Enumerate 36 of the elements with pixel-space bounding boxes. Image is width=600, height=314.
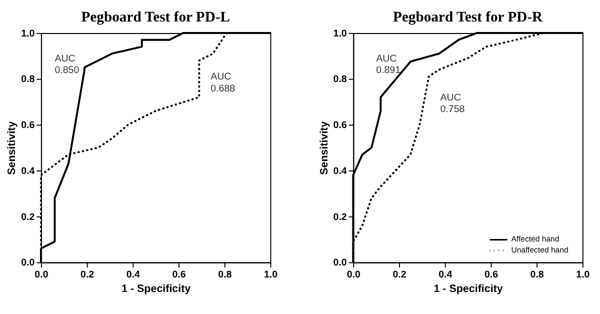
y-tick-label: 1.0	[333, 28, 348, 40]
legend-label: Affected hand	[511, 234, 560, 244]
chart-title: Pegboard Test for PD-L	[81, 9, 230, 26]
y-tick-label: 0.6	[21, 120, 36, 132]
legend-label: Unaffected hand	[511, 245, 568, 254]
x-tick-label: 0.2	[80, 269, 95, 280]
y-tick-label: 0.2	[21, 212, 36, 223]
x-axis-title: 1 - Specificity	[434, 282, 503, 295]
y-tick-label: 0.4	[21, 166, 36, 177]
y-tick-label: 0.8	[21, 74, 36, 86]
y-tick-label: 1.0	[21, 28, 36, 40]
x-tick-label: 0.6	[172, 269, 186, 280]
annotation: AUC 0.758	[440, 92, 465, 116]
x-tick-label: 0.8	[530, 269, 544, 280]
y-tick-label: 0.8	[333, 74, 348, 86]
y-axis-title: Sensitivity	[6, 121, 18, 175]
x-tick-label: 0.4	[438, 269, 453, 280]
y-tick-label: 0.0	[333, 258, 348, 269]
x-tick-label: 0.6	[484, 269, 499, 280]
x-tick-label: 0.4	[126, 269, 141, 280]
x-tick-label: 0.0	[34, 269, 49, 280]
y-axis-title: Sensitivity	[318, 121, 330, 175]
annotation: AUC 0.688	[210, 72, 236, 94]
x-axis-title: 1 - Specificity	[122, 282, 191, 295]
annotation: AUC 0.850	[54, 53, 80, 76]
y-tick-label: 0.0	[21, 258, 36, 269]
x-tick-label: 0.8	[218, 269, 232, 280]
y-tick-label: 0.4	[333, 166, 348, 177]
chart-title: Pegboard Test for PD-R	[392, 9, 544, 26]
annotation: AUC 0.891	[376, 53, 401, 76]
y-tick-label: 0.6	[333, 120, 348, 132]
x-tick-label: 0.0	[346, 269, 362, 280]
y-tick-label: 0.2	[333, 212, 348, 223]
x-tick-label: 1.0	[264, 269, 278, 280]
x-tick-label: 1.0	[576, 269, 590, 280]
x-tick-label: 0.2	[392, 269, 407, 280]
